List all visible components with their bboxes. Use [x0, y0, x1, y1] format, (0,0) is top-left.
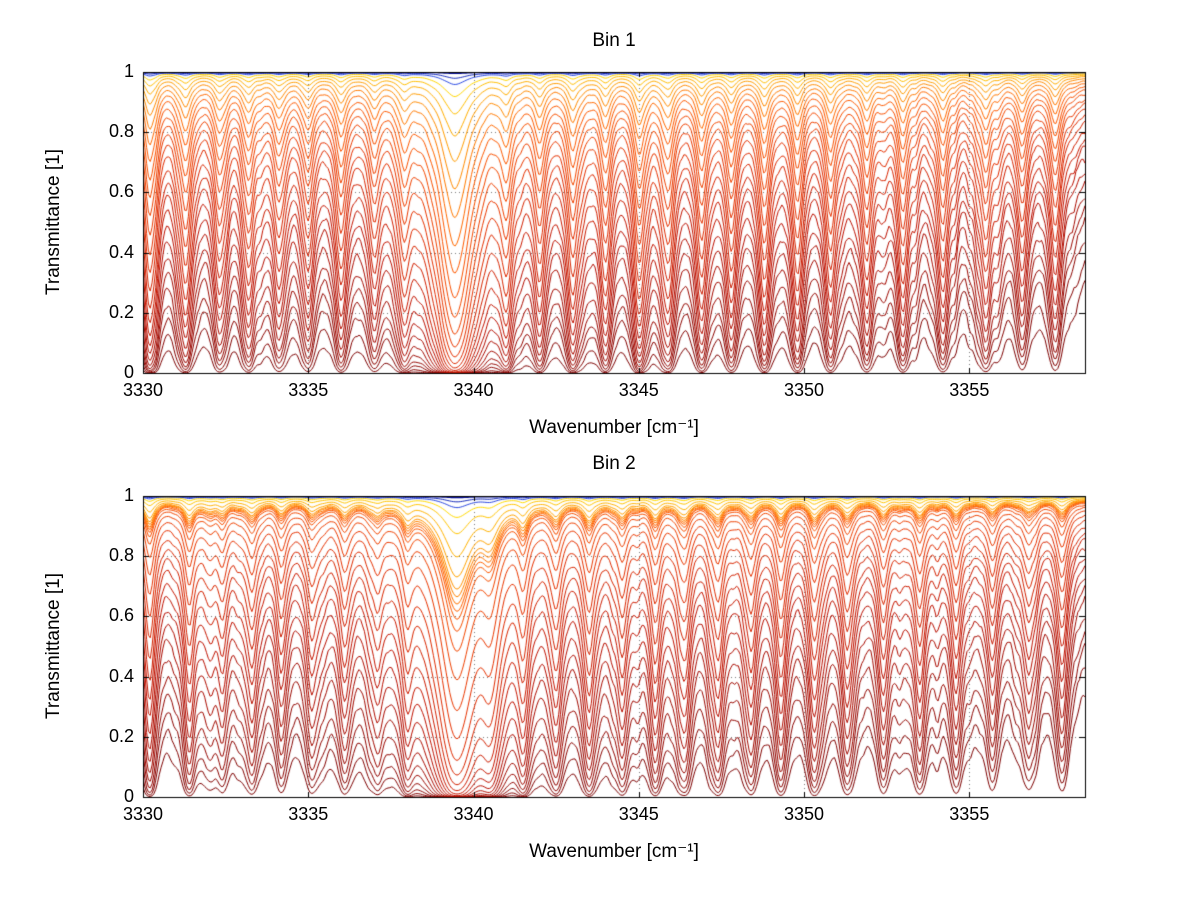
chart1-x-axis-label: Wavenumber [cm⁻¹]: [529, 417, 699, 438]
chart2-y-axis-label: Transmittance [1]: [43, 572, 64, 720]
chart2-y-tick-label: 1: [123, 485, 134, 505]
chart2-x-axis-label: Wavenumber [cm⁻¹]: [529, 841, 699, 862]
chart2-x-tick-label: 3330: [122, 804, 164, 824]
chart1-y-tick-label: 1: [123, 61, 134, 81]
chart2-y-tick-label: 0.8: [108, 545, 134, 566]
chart2-y-tick-label: 0.2: [108, 725, 134, 746]
chart2-y-tick-label: 0.4: [108, 665, 134, 686]
chart1-x-tick-label: 3335: [288, 380, 329, 400]
chart2-y-tick-label: 0.6: [108, 605, 134, 626]
chart1-y-axis-label: Transmittance [1]: [43, 148, 64, 296]
chart1-x-tick-label: 3355: [949, 380, 990, 400]
chart2-x-tick-label: 3340: [453, 804, 494, 824]
chart2-x-tick-label: 3355: [949, 804, 990, 824]
chart2-x-tick-label: 3345: [618, 804, 659, 824]
chart2-title: Bin 2: [592, 453, 636, 474]
chart1-x-tick-label: 3345: [618, 380, 659, 400]
chart1-y-tick-label: 0.4: [108, 241, 134, 262]
chart1-title: Bin 1: [592, 30, 636, 51]
chart1-y-tick-label: 0.8: [108, 121, 134, 142]
chart2-x-tick-label: 3335: [288, 804, 329, 824]
chart1-x-tick-label: 3340: [453, 380, 494, 400]
chart1-x-tick-label: 3330: [122, 380, 164, 400]
chart1-y-tick-label: 0: [123, 362, 134, 382]
chart2-x-tick-label: 3350: [784, 804, 825, 824]
chart1-x-tick-label: 3350: [784, 380, 825, 400]
chart2-y-tick-label: 0: [123, 786, 134, 806]
chart1-y-tick-label: 0.2: [108, 301, 134, 322]
chart1-y-tick-label: 0.6: [108, 181, 134, 202]
